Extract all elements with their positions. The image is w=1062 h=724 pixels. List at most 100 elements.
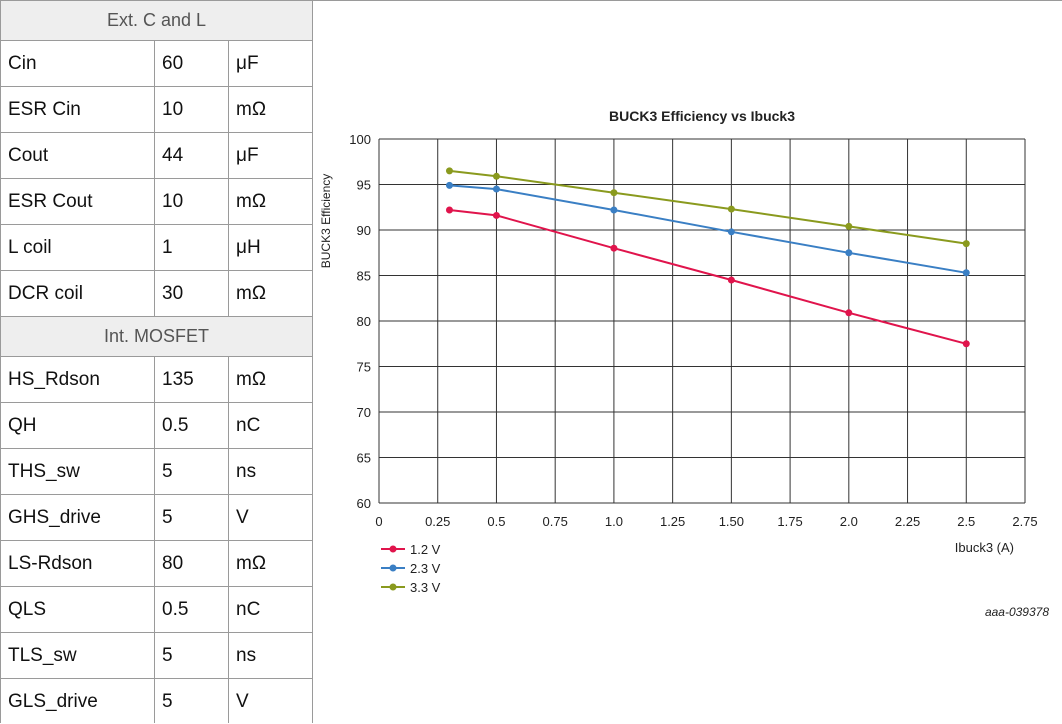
x-tick-label: 0 xyxy=(375,514,382,529)
parameter-table: Ext. C and L Cin 60 μF ESR Cin 10 mΩ Cout 44 μF ES… xyxy=(0,1,313,723)
param-value-cell: 5 xyxy=(155,495,229,540)
legend-label: 3.3 V xyxy=(410,580,441,595)
y-tick-label: 90 xyxy=(357,223,371,238)
data-point xyxy=(445,206,453,214)
x-tick-label: 0.5 xyxy=(487,514,505,529)
param-unit-cell: mΩ xyxy=(236,369,267,390)
legend-label: 1.2 V xyxy=(410,542,441,557)
legend-swatch-marker xyxy=(389,583,397,591)
data-point xyxy=(610,244,618,252)
data-point xyxy=(727,276,735,284)
top-border xyxy=(0,0,1062,1)
x-tick-label: 2.5 xyxy=(957,514,975,529)
param-unit-cell: nC xyxy=(236,599,261,620)
param-value-cell: 5 xyxy=(155,633,229,678)
param-value-cell: 0.5 xyxy=(155,403,229,448)
param-unit-cell: ns xyxy=(236,461,257,482)
param-value-cell: 10 xyxy=(155,179,229,224)
data-point xyxy=(845,222,853,230)
series-line-3 xyxy=(449,169,967,245)
param-unit-cell: ns xyxy=(236,645,257,666)
param-unit-cell: μH xyxy=(236,237,261,258)
table-row: GLS_drive 5 V xyxy=(1,679,312,723)
param-value-cell: 44 xyxy=(155,133,229,178)
data-point xyxy=(492,211,500,219)
param-value-cell: 60 xyxy=(155,41,229,86)
data-point xyxy=(492,185,500,193)
param-unit-cell: mΩ xyxy=(236,553,267,574)
y-tick-label: 75 xyxy=(357,360,371,375)
param-name-cell: GLS_drive xyxy=(1,679,155,723)
param-name-cell: ESR Cout xyxy=(1,179,155,224)
series-line-2 xyxy=(449,184,967,274)
x-tick-label: 1.50 xyxy=(719,514,744,529)
table-row: THS_sw 5 ns xyxy=(1,449,312,495)
table-row: ESR Cout 10 mΩ xyxy=(1,179,312,225)
table-row: TLS_sw 5 ns xyxy=(1,633,312,679)
efficiency-chart: BUCK3 Efficiency vs Ibuck3 0 0.25 0.5 0.75 1.… xyxy=(319,108,1049,619)
table-row: Cin 60 μF xyxy=(1,41,312,87)
x-axis-label: Ibuck3 (A) xyxy=(955,540,1014,555)
table-row: HS_Rdson 135 mΩ xyxy=(1,357,312,403)
section-header: Ext. C and L xyxy=(1,1,312,41)
param-unit-cell: mΩ xyxy=(236,99,267,120)
x-tick-label: 2.25 xyxy=(895,514,920,529)
table-row: ESR Cin 10 mΩ xyxy=(1,87,312,133)
param-name-cell: QH xyxy=(1,403,155,448)
param-name-cell: TLS_sw xyxy=(1,633,155,678)
data-point xyxy=(727,228,735,236)
y-tick-label: 100 xyxy=(349,132,371,147)
param-name-cell: Cin xyxy=(1,41,155,86)
param-unit-cell: nC xyxy=(236,415,261,436)
param-unit-cell: μF xyxy=(236,53,259,74)
table-row: QH 0.5 nC xyxy=(1,403,312,449)
y-tick-label: 65 xyxy=(357,451,371,466)
param-name-cell: LS-Rdson xyxy=(1,541,155,586)
section-header: Int. MOSFET xyxy=(1,317,312,357)
data-point xyxy=(845,249,853,257)
param-name-cell: QLS xyxy=(1,587,155,632)
param-unit-cell: mΩ xyxy=(236,191,267,212)
param-value-cell: 0.5 xyxy=(155,587,229,632)
legend-swatch-marker xyxy=(389,545,397,553)
table-row: Cout 44 μF xyxy=(1,133,312,179)
y-tick-label: 95 xyxy=(357,178,371,193)
x-tick-label: 1.75 xyxy=(777,514,802,529)
param-name-cell: HS_Rdson xyxy=(1,357,155,402)
table-row: LS-Rdson 80 mΩ xyxy=(1,541,312,587)
param-value-cell: 5 xyxy=(155,679,229,723)
param-value-cell: 10 xyxy=(155,87,229,132)
data-point xyxy=(962,269,970,277)
param-unit-cell: mΩ xyxy=(236,283,267,304)
param-value-cell: 1 xyxy=(155,225,229,270)
series-line-1 xyxy=(449,209,967,345)
param-unit-cell: μF xyxy=(236,145,259,166)
y-tick-label: 80 xyxy=(357,314,371,329)
table-row: QLS 0.5 nC xyxy=(1,587,312,633)
param-name-cell: ESR Cin xyxy=(1,87,155,132)
legend-label: 2.3 V xyxy=(410,561,441,576)
data-point xyxy=(445,181,453,189)
figure-id-label: aaa-039378 xyxy=(985,605,1049,619)
param-value-cell: 30 xyxy=(155,271,229,316)
x-tick-label: 0.75 xyxy=(543,514,568,529)
param-name-cell: L coil xyxy=(1,225,155,270)
data-point xyxy=(610,206,618,214)
data-point xyxy=(492,172,500,180)
param-value-cell: 5 xyxy=(155,449,229,494)
x-tick-label: 1.0 xyxy=(605,514,623,529)
legend-swatch-marker xyxy=(389,564,397,572)
chart-title: BUCK3 Efficiency vs Ibuck3 xyxy=(609,108,795,124)
data-point xyxy=(445,167,453,175)
x-tick-label: 2.0 xyxy=(840,514,858,529)
table-row: GHS_drive 5 V xyxy=(1,495,312,541)
y-tick-label: 60 xyxy=(357,496,371,511)
x-tick-label: 2.75 xyxy=(1012,514,1037,529)
y-tick-label: 85 xyxy=(357,269,371,284)
data-point xyxy=(962,340,970,348)
table-row: DCR coil 30 mΩ xyxy=(1,271,312,317)
x-tick-label: 1.25 xyxy=(660,514,685,529)
param-name-cell: THS_sw xyxy=(1,449,155,494)
parameter-table-body: Ext. C and L Cin 60 μF ESR Cin 10 mΩ Cout 44 μF ES… xyxy=(0,1,313,723)
data-point xyxy=(610,189,618,197)
